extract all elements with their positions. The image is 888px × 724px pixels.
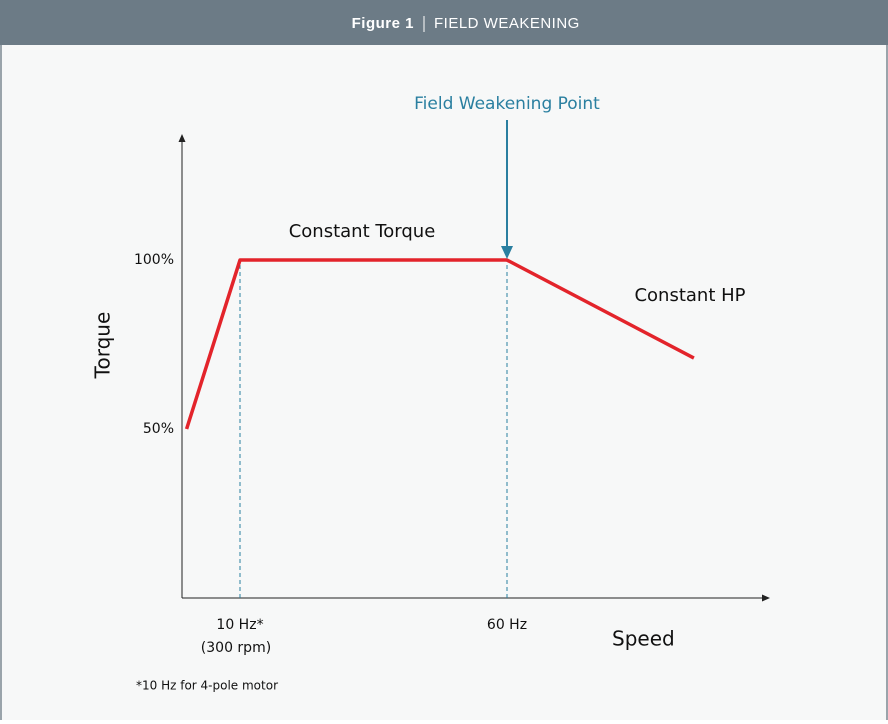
data-line (184, 258, 695, 430)
annotation: Constant HP (634, 285, 745, 306)
chart-title: FIELD WEAKENING (434, 15, 580, 32)
annotation: (300 rpm) (201, 640, 271, 656)
y-tick-label: 50% (143, 421, 174, 437)
y-axis-label: Torque (91, 312, 115, 380)
x-axis-arrow (762, 594, 770, 602)
y-axis-arrow (178, 134, 186, 142)
header-bar (0, 0, 888, 45)
annotation-arrowhead (501, 246, 513, 259)
y-tick-label: 100% (134, 252, 174, 268)
x-axis-label: Speed (612, 627, 675, 651)
x-tick-label: 60 Hz (487, 617, 527, 633)
annotation: Field Weakening Point (414, 94, 600, 114)
annotation: Constant Torque (289, 221, 436, 242)
footnote: *10 Hz for 4-pole motor (136, 679, 278, 693)
x-tick-label: 10 Hz* (216, 617, 263, 633)
figure-label: Figure 1 (352, 15, 414, 32)
